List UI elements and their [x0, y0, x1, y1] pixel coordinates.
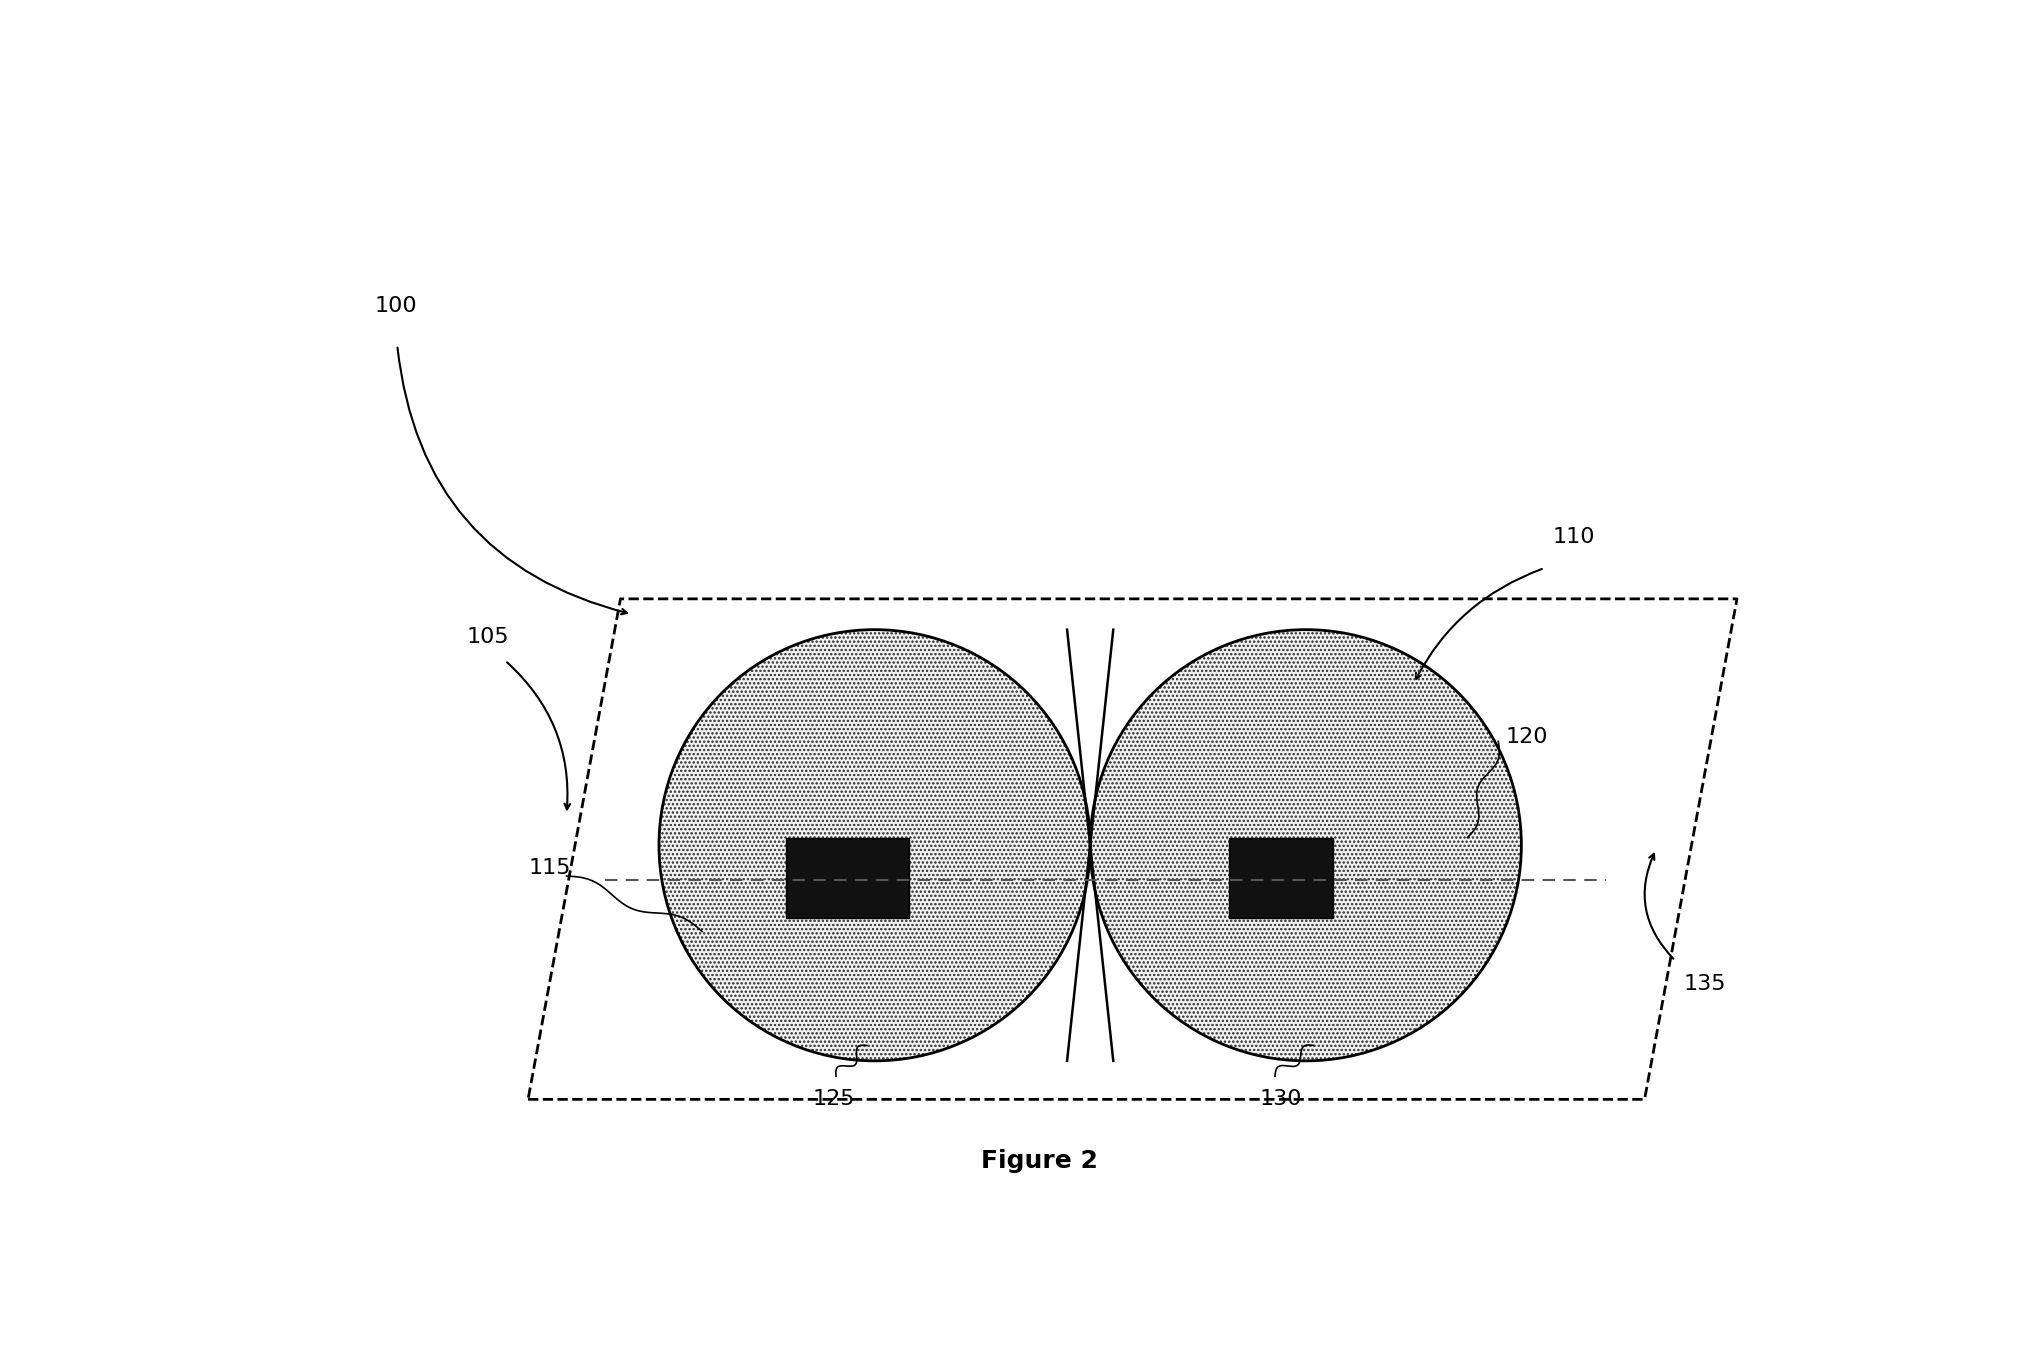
- Text: 110: 110: [1551, 527, 1594, 547]
- Text: 105: 105: [466, 628, 509, 647]
- Text: 115: 115: [527, 859, 570, 878]
- Text: 120: 120: [1507, 728, 1549, 748]
- Text: 130: 130: [1259, 1089, 1302, 1110]
- Bar: [1229, 838, 1332, 919]
- Text: 135: 135: [1683, 973, 1726, 994]
- Bar: [787, 838, 909, 919]
- Text: Figure 2: Figure 2: [982, 1149, 1097, 1173]
- Circle shape: [1091, 629, 1521, 1061]
- Text: 125: 125: [813, 1089, 856, 1110]
- Circle shape: [659, 629, 1091, 1061]
- Text: 100: 100: [373, 296, 416, 317]
